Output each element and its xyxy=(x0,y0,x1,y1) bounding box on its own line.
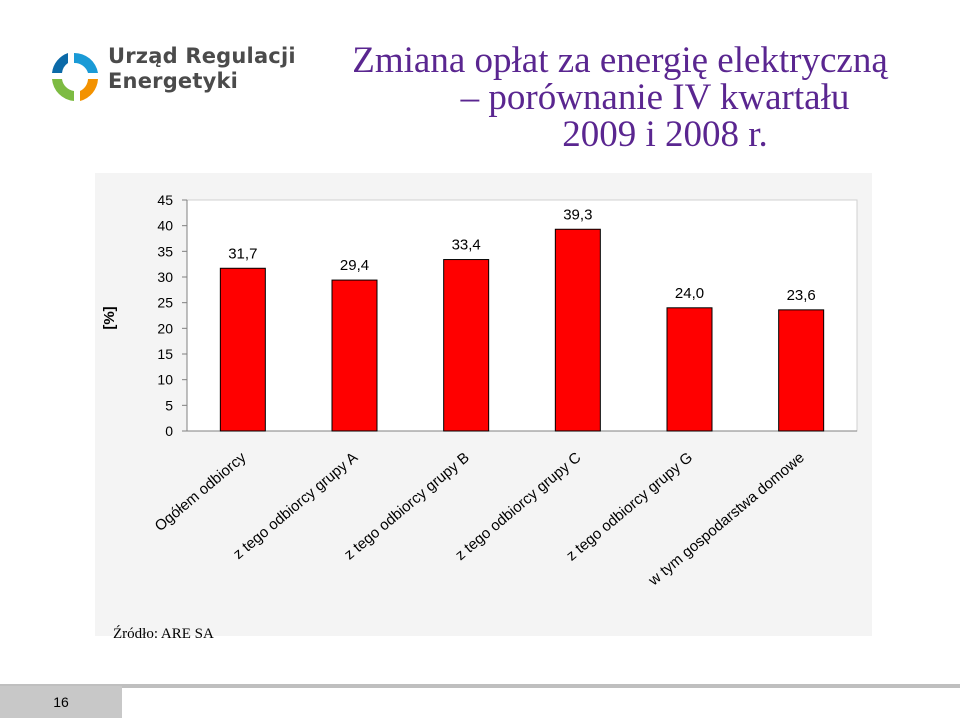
bar-value-label: 24,0 xyxy=(675,285,704,302)
logo-line-1: Urząd Regulacji xyxy=(108,44,296,68)
bar xyxy=(778,309,825,432)
chart-panel: 0 5 10 15 20 25 30 35 40 45 [%] 31,7 Ogółem odbiorcy… xyxy=(95,173,872,636)
bar xyxy=(666,307,713,432)
category-label: z tego odbiorcy grupy C xyxy=(452,449,584,564)
bar-value-label: 23,6 xyxy=(787,287,816,304)
y-tick-label: 30 xyxy=(157,269,173,285)
bar-value-label: 33,4 xyxy=(452,237,481,254)
title-line-3: 2009 i 2008 r. xyxy=(562,114,768,155)
slide-title: Zmiana opłat za energię elektryczną – po… xyxy=(280,42,960,153)
category-label: z tego odbiorcy grupy A xyxy=(230,449,361,563)
bar-value-label: 39,3 xyxy=(563,206,592,223)
bar-value-label: 29,4 xyxy=(340,257,369,274)
y-tick-label: 0 xyxy=(165,423,173,439)
category-label: z tego odbiorcy grupy G xyxy=(563,449,696,564)
logo-line-2: Energetyki xyxy=(108,69,239,93)
y-tick-label: 5 xyxy=(165,397,173,413)
y-tick-label: 25 xyxy=(157,295,173,311)
footer-divider xyxy=(0,684,960,688)
y-tick-label: 20 xyxy=(157,320,173,336)
logo-text: Urząd Regulacji Energetyki xyxy=(108,44,296,94)
plot-area xyxy=(186,199,858,432)
title-line-2: – porównanie IV kwartału xyxy=(460,77,850,118)
bar xyxy=(443,259,490,432)
y-tick-label: 45 xyxy=(157,192,173,208)
bar xyxy=(331,279,378,432)
category-label: Ogółem odbiorcy xyxy=(152,449,250,535)
source-note: Źródło: ARE SA xyxy=(113,626,214,642)
title-line-1: Zmiana opłat za energię elektryczną xyxy=(352,40,888,81)
y-tick-label: 40 xyxy=(157,218,173,234)
y-axis-label: [%] xyxy=(101,306,118,329)
y-tick-label: 15 xyxy=(157,346,173,362)
bar-chart: 0 5 10 15 20 25 30 35 40 45 [%] 31,7 Ogółem odbiorcy… xyxy=(101,192,858,590)
bar-value-label: 31,7 xyxy=(228,245,257,262)
ure-logo-icon xyxy=(52,52,98,101)
y-tick-label: 10 xyxy=(157,372,173,388)
page-number: 16 xyxy=(0,686,122,718)
y-tick-label: 35 xyxy=(157,243,173,259)
bar xyxy=(554,228,601,432)
category-label: z tego odbiorcy grupy B xyxy=(341,449,473,563)
bar xyxy=(219,267,266,432)
